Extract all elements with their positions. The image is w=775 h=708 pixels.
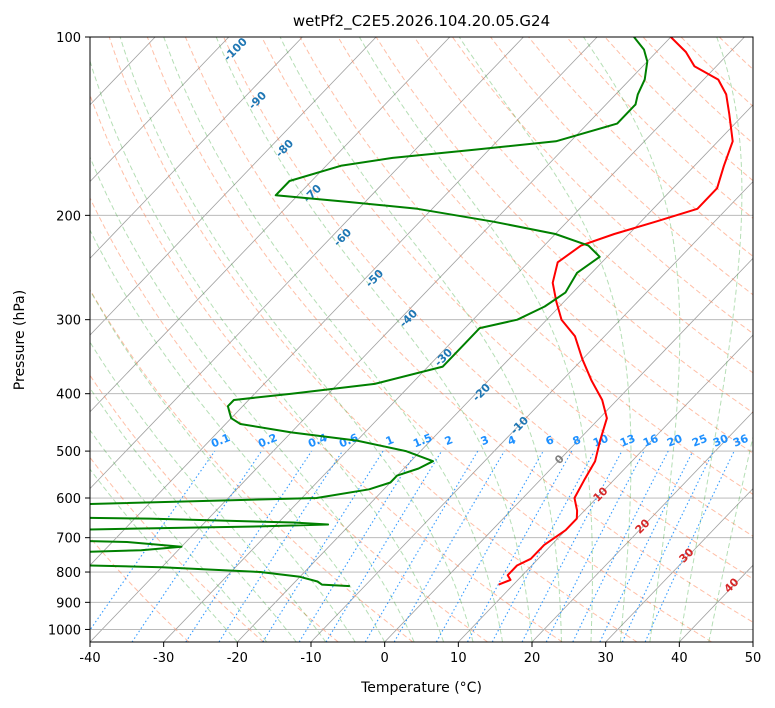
isotherm-line [90,37,230,183]
moist-adiabat-line [90,59,445,642]
isotherm-line [237,104,753,642]
y-tick-label: 300 [56,314,81,329]
y-tick-label: 900 [56,596,81,611]
moist-adiabat-line [708,434,753,642]
mixing-ratio-label: 36 [731,432,750,450]
moist-adiabat-line [215,37,533,642]
plot-frame [89,36,754,643]
dry-adiabat-line [146,37,712,642]
moist-adiabat-line [90,387,297,642]
mixing-ratio-line [572,450,669,642]
moist-adiabat-line [163,37,503,642]
mixing-ratio-label: 2 [443,433,455,448]
mixing-ratio-label: 30 [711,432,730,450]
mixing-ratio-label: 3 [479,433,491,448]
dry-adiabat-line [337,37,753,454]
dry-adiabat-line [261,37,753,537]
y-tick-label: 200 [56,209,81,224]
dry-adiabat-line [108,37,638,642]
isotherm-line [90,37,303,259]
dry-adiabat-line [375,37,753,414]
x-tick-label: 30 [597,651,614,666]
mixing-ratio-line [131,450,263,642]
moist-adiabat-line [358,37,593,642]
mixing-ratio-label: 13 [618,432,637,450]
moist-adiabat-line [458,37,632,642]
dry-adiabat-line [90,196,488,642]
y-tick-label: 700 [56,532,81,547]
mixing-ratio-line [218,450,343,642]
isotherm-line [531,411,753,642]
x-tick-label: 10 [450,651,467,666]
isotherm-line [163,37,745,642]
mixing-ratio-line [298,450,418,642]
mixing-ratio-line [545,450,645,642]
mixing-ratio-line [435,450,544,642]
mixing-ratio-line [185,450,313,642]
y-axis-label: Pressure (hPa) [12,290,28,390]
dewpoint-profile-line [90,37,649,588]
y-tick-label: 800 [56,566,81,581]
x-tick-label: 20 [524,651,541,666]
chart-title: wetPf2_C2E5.2026.104.20.05.G24 [293,12,550,31]
isotherm-line [458,334,753,642]
mixing-ratio-line [262,450,384,642]
isotherm-line [605,487,753,642]
mixing-ratio-label: 1 [384,433,396,448]
mixing-ratio-label: 20 [665,432,684,450]
moist-adiabat-line [279,37,562,642]
x-tick-label: 50 [745,651,762,666]
x-tick-label: 40 [671,651,688,666]
moist-adiabat-line [90,229,386,642]
moist-adiabat-line [90,468,238,642]
mixing-ratio-line [467,450,573,642]
dry-adiabat-line [90,93,563,642]
moist-adiabat-line [583,37,681,642]
x-axis-label: Temperature (°C) [360,680,482,696]
y-tick-label: 500 [56,445,81,460]
moist-adiabat-line [119,37,474,642]
y-tick-label: 600 [56,492,81,507]
dry-adiabat-line [90,288,414,642]
x-tick-label: 0 [381,651,389,666]
x-tick-label: -30 [153,651,174,666]
y-tick-label: 1000 [48,623,81,638]
temperature-profile-line [498,37,734,586]
y-tick-label: 400 [56,388,81,403]
moist-adiabat-line [90,155,415,642]
x-tick-label: -10 [300,651,321,666]
dry-adiabat-line [90,456,264,642]
x-tick-label: -20 [227,651,248,666]
y-tick-label: 100 [56,31,81,46]
axes: -40 -30 -20 -10 0 10 20 30 40 50 100 200 300 400 500 60… [48,31,761,666]
moist-adiabat-line [90,341,327,642]
mixing-ratio-label: 25 [690,432,709,450]
dry-adiabat-line [223,37,753,580]
moist-adiabat-line [90,429,268,642]
isotherm-line [90,37,377,336]
isotherm-line [384,257,753,642]
dry-adiabat-line [90,536,190,642]
isotherm-line [90,37,524,490]
dry-adiabat-line [184,37,753,623]
mixing-ratio-line [325,450,443,642]
moist-adiabat-line [90,289,356,642]
dry-adiabat-line [490,37,753,296]
plot-area: 0.1 0.2 0.4 0.6 1 1.5 2 3 4 6 8 10 13 16 20 25 30 36-100-… [90,37,753,642]
moist-adiabat-line [678,37,743,642]
mixing-ratio-line [491,450,595,642]
mixing-ratio-label: 16 [641,432,660,450]
isotherm-line [90,37,672,642]
mixing-ratio-label: 8 [571,433,583,448]
mixing-ratio-line [90,450,216,632]
dry-adiabat-line [451,37,753,335]
x-tick-label: -40 [79,651,100,666]
isotherm-line [90,37,451,413]
